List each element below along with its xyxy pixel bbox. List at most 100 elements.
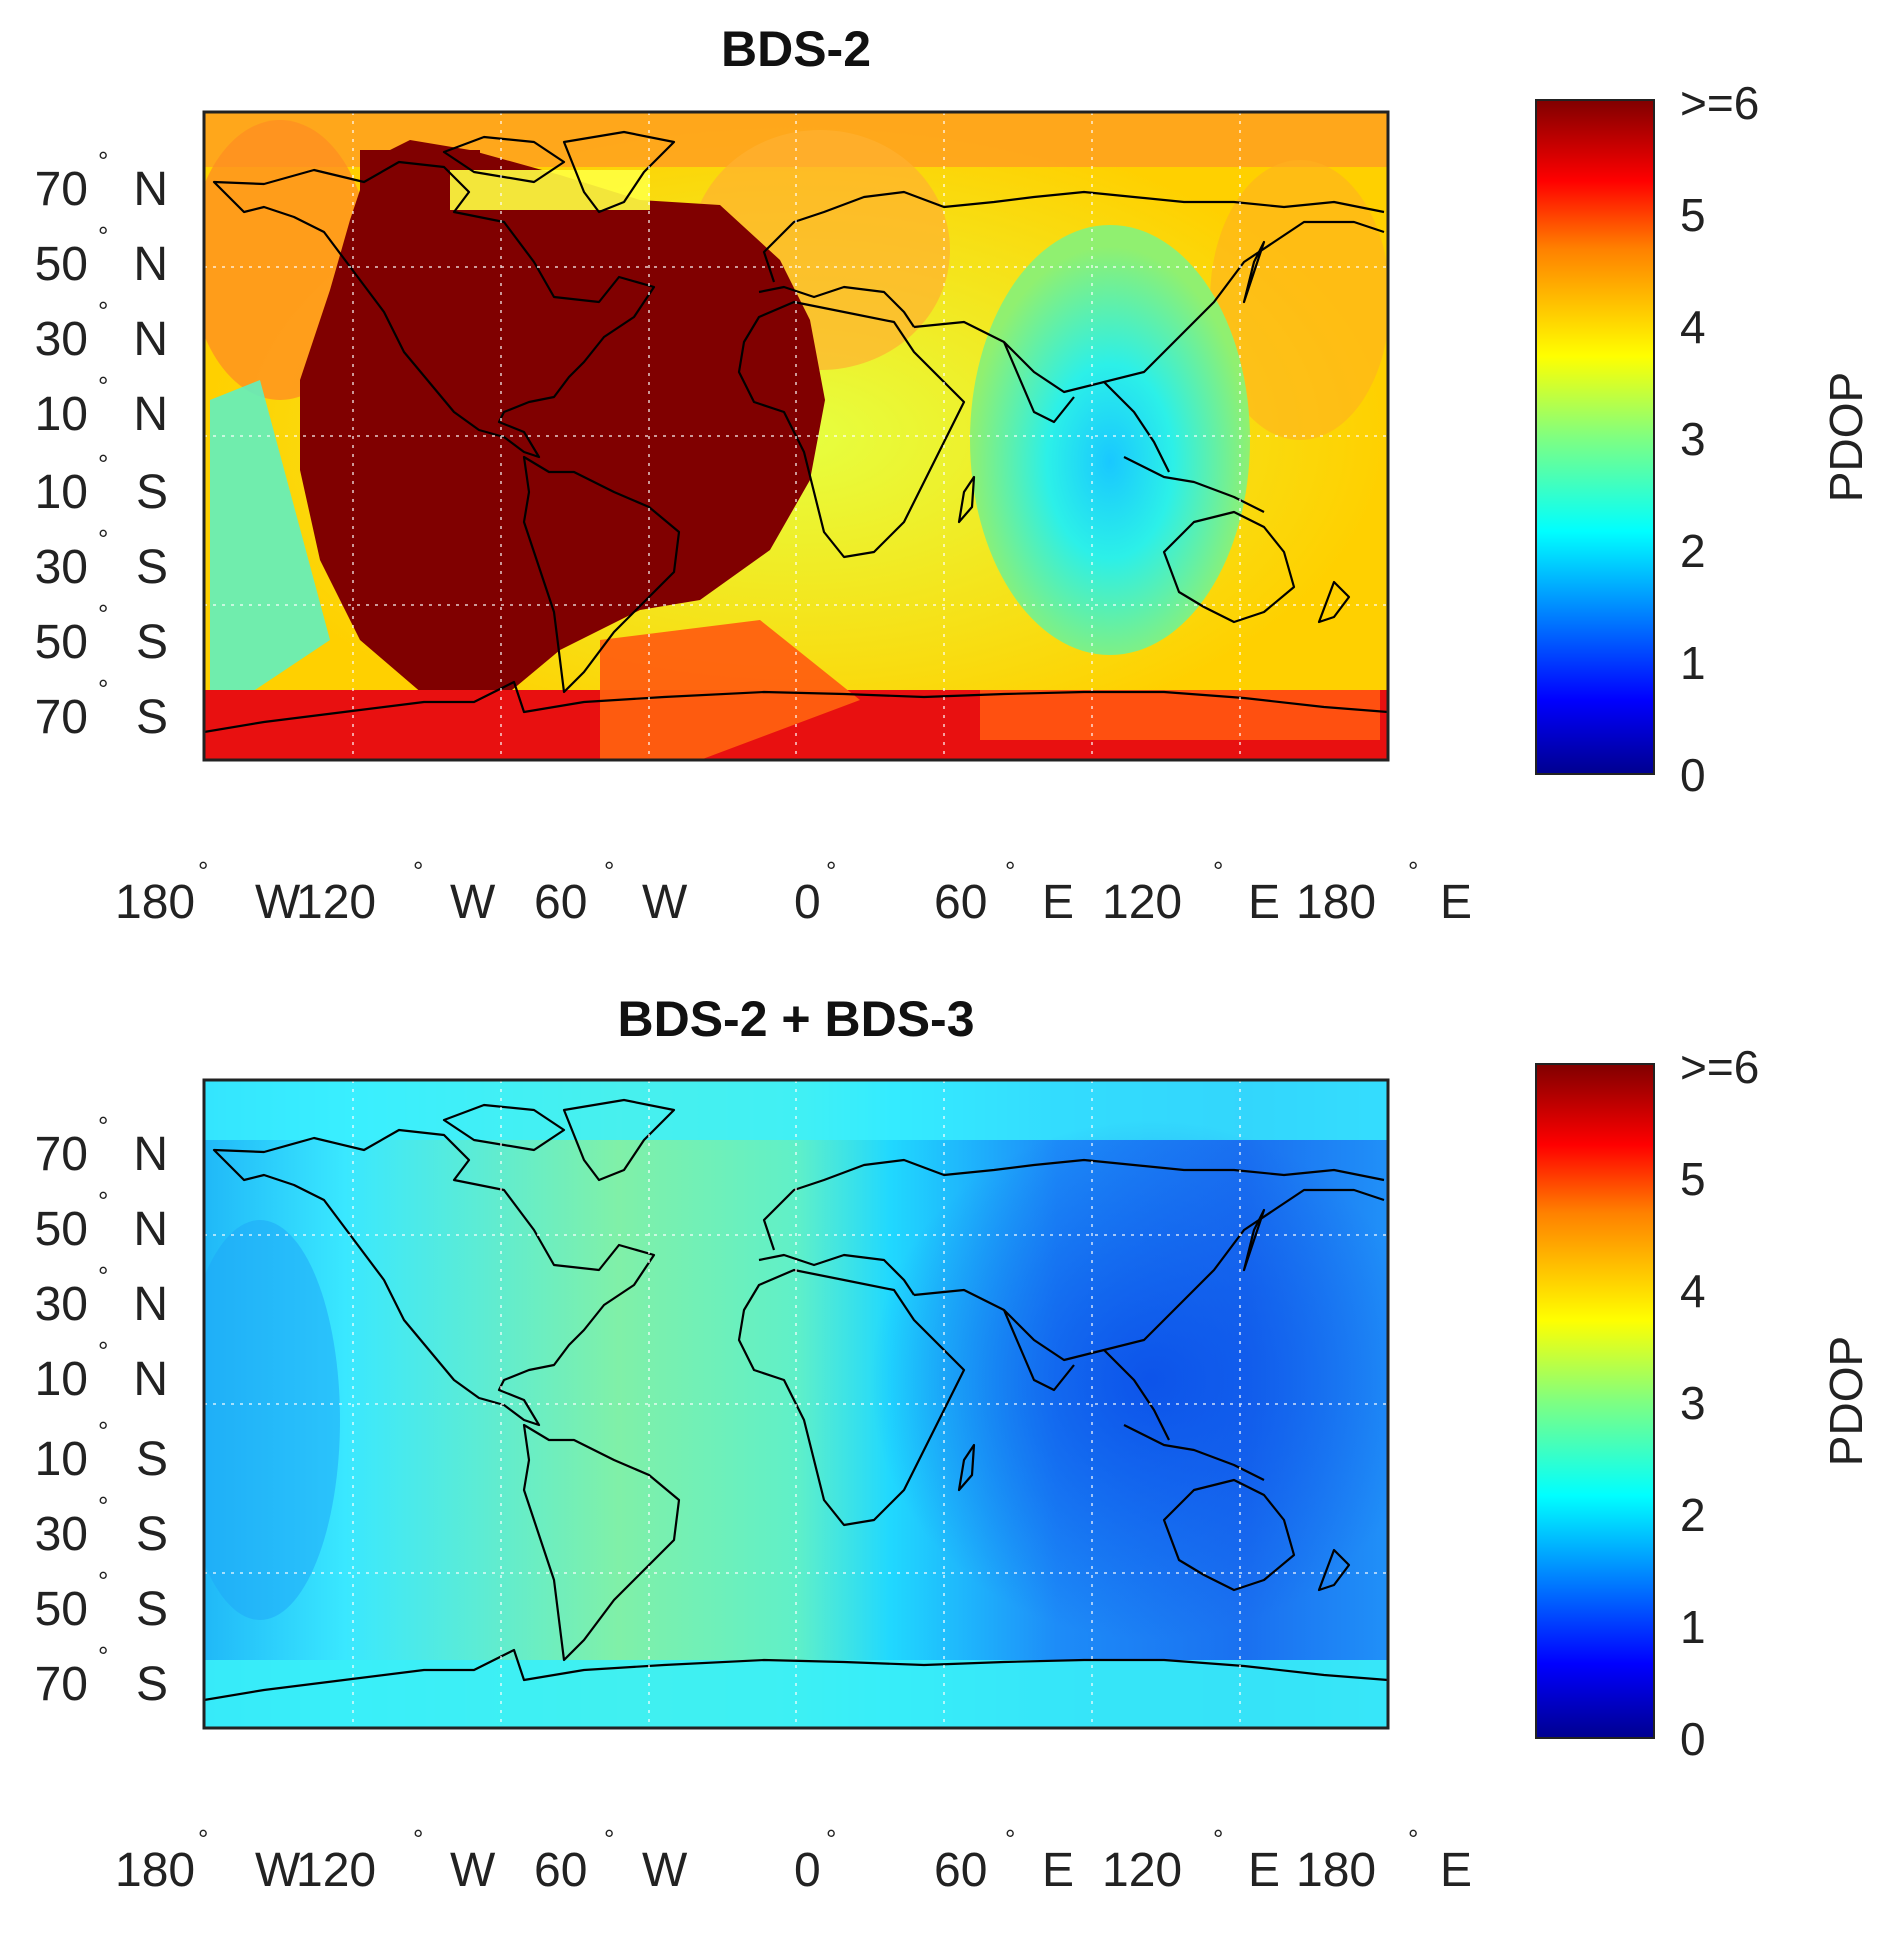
svg-text:0: 0: [794, 1844, 821, 1897]
colorbar-gradient: [1535, 99, 1655, 775]
svg-text:°: °: [98, 1491, 108, 1521]
lon-tick: 180 ° E: [1296, 1824, 1472, 1897]
svg-text:10: 10: [35, 1353, 88, 1406]
lon-tick: 120 ° W: [296, 1824, 496, 1897]
lat-tick: 70 ° N: [35, 146, 168, 216]
svg-text:°: °: [98, 1186, 108, 1216]
lat-tick: 70 ° N: [35, 1111, 168, 1181]
svg-text:°: °: [98, 599, 108, 629]
panel-title: BDS-2: [721, 21, 871, 77]
svg-text:50: 50: [35, 1583, 88, 1636]
svg-text:30: 30: [35, 1278, 88, 1331]
svg-text:°: °: [98, 1641, 108, 1671]
colorbar-tick: 5: [1680, 1153, 1706, 1205]
colorbar-tick: 2: [1680, 1489, 1706, 1541]
svg-text:°: °: [98, 221, 108, 251]
svg-text:10: 10: [35, 466, 88, 519]
colorbar-tick: 3: [1680, 413, 1706, 465]
colorbar-label: PDOP: [1820, 372, 1872, 502]
svg-text:°: °: [98, 371, 108, 401]
lat-tick: 50 ° N: [35, 221, 168, 291]
svg-text:N: N: [133, 313, 168, 366]
pdop-map: [204, 112, 1388, 760]
colorbar-tick: 0: [1680, 749, 1706, 801]
svg-text:60: 60: [534, 1844, 587, 1897]
svg-text:N: N: [133, 1353, 168, 1406]
svg-text:N: N: [133, 1128, 168, 1181]
lat-tick: 50 ° N: [35, 1186, 168, 1256]
map-frame: [202, 110, 1390, 762]
svg-text:W: W: [642, 876, 688, 929]
lat-tick: 30 ° S: [35, 524, 168, 594]
lat-tick: 70 ° S: [35, 1641, 168, 1711]
svg-text:E: E: [1042, 1844, 1074, 1897]
lon-tick: 180 ° E: [1296, 856, 1472, 929]
svg-text:50: 50: [35, 616, 88, 669]
colorbar-tick: 4: [1680, 1265, 1706, 1317]
svg-text:S: S: [136, 1658, 168, 1711]
svg-text:S: S: [136, 1508, 168, 1561]
svg-text:180: 180: [1296, 1844, 1376, 1897]
lon-tick: 60 ° E: [934, 856, 1074, 929]
svg-text:30: 30: [35, 313, 88, 366]
svg-text:70: 70: [35, 1658, 88, 1711]
colorbar: 0 1 2 3 4 5 >=6 PDOP: [1535, 77, 1872, 801]
svg-text:120: 120: [1102, 1844, 1182, 1897]
svg-text:S: S: [136, 541, 168, 594]
svg-text:°: °: [98, 296, 108, 326]
svg-text:°: °: [1213, 856, 1223, 886]
svg-text:°: °: [98, 1111, 108, 1141]
panel-title: BDS-2 + BDS-3: [617, 991, 974, 1047]
svg-text:10: 10: [35, 388, 88, 441]
svg-text:0: 0: [794, 876, 821, 929]
lat-tick: 10 ° S: [35, 1416, 168, 1486]
svg-text:S: S: [136, 691, 168, 744]
colorbar-gradient: [1535, 1063, 1655, 1739]
colorbar-tick: 5: [1680, 189, 1706, 241]
longitude-ticks: 180°W 120°W 60°W 0° 60°E 120°E 180°E: [115, 856, 1472, 929]
svg-text:°: °: [98, 1566, 108, 1596]
lon-tick: 60 ° E: [934, 1824, 1074, 1897]
colorbar-tick: 3: [1680, 1377, 1706, 1429]
panel-bds2: BDS-2: [35, 21, 1872, 929]
svg-text:E: E: [1248, 876, 1280, 929]
lon-tick: 180° W: [115, 856, 301, 929]
svg-text:E: E: [1248, 1844, 1280, 1897]
colorbar-tick: 0: [1680, 1713, 1706, 1765]
svg-text:N: N: [133, 163, 168, 216]
svg-text:W: W: [450, 1844, 496, 1897]
lon-tick: 60 ° W: [534, 856, 688, 929]
svg-text:180: 180: [115, 1844, 195, 1897]
svg-text:°: °: [1005, 1824, 1015, 1854]
svg-text:°: °: [826, 856, 836, 886]
colorbar-tick: 1: [1680, 637, 1706, 689]
lat-tick: 50 ° S: [35, 599, 168, 669]
latitude-ticks: 70 ° N 50 ° N 30 ° N 10 ° N 10 ° S 30 ° S 50 ° S 70 ° S: [35, 1111, 168, 1711]
colorbar: 0 1 2 3 4 5 >=6 PDOP: [1535, 1041, 1872, 1765]
svg-text:10: 10: [35, 1433, 88, 1486]
svg-text:S: S: [136, 1583, 168, 1636]
svg-text:°: °: [198, 1824, 208, 1854]
svg-text:°: °: [98, 1336, 108, 1366]
lat-tick: 10 ° N: [35, 371, 168, 441]
svg-text:°: °: [413, 856, 423, 886]
svg-text:°: °: [98, 674, 108, 704]
panel-bds2-bds3: BDS-2 + BDS-3 70 ° N 5: [35, 991, 1872, 1897]
svg-text:50: 50: [35, 1203, 88, 1256]
svg-text:N: N: [133, 238, 168, 291]
svg-text:N: N: [133, 1203, 168, 1256]
colorbar-tick: 4: [1680, 301, 1706, 353]
svg-text:°: °: [98, 1261, 108, 1291]
svg-text:120: 120: [296, 1844, 376, 1897]
lon-tick: 60 ° W: [534, 1824, 688, 1897]
svg-text:60: 60: [534, 876, 587, 929]
svg-text:°: °: [1408, 856, 1418, 886]
svg-text:30: 30: [35, 1508, 88, 1561]
latitude-ticks: 70 ° N 50 ° N 30 ° N 10 ° N 10 ° S 30 ° S 50 ° S 70 ° S: [35, 146, 168, 744]
colorbar-tick: >=6: [1680, 1041, 1759, 1093]
pdop-map: [204, 1080, 1388, 1728]
svg-text:W: W: [255, 1844, 301, 1897]
svg-text:°: °: [1408, 1824, 1418, 1854]
svg-text:°: °: [98, 1416, 108, 1446]
